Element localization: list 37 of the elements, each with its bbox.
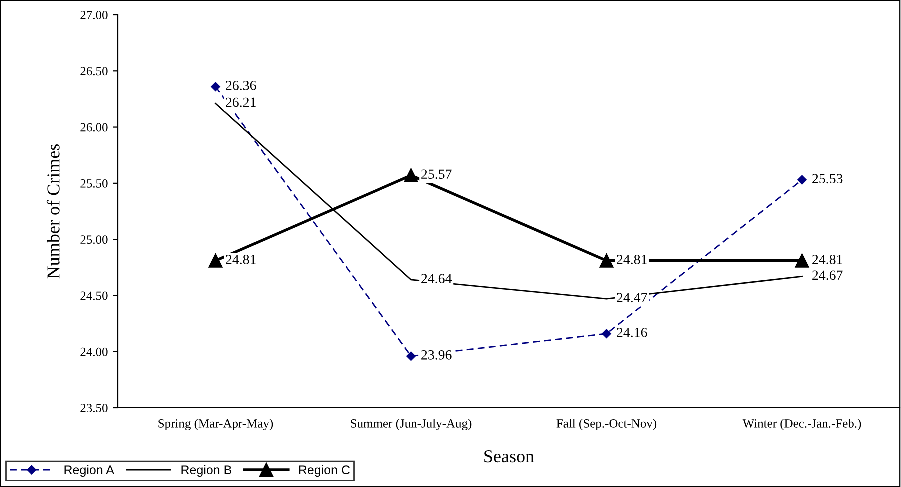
y-tick-label: 23.50: [80, 404, 108, 413]
data-label: 24.16: [617, 328, 648, 338]
data-label: 24.81: [617, 255, 647, 264]
data-label: 24.64: [422, 274, 452, 284]
x-tick-label: Fall (Sep.-Oct-Nov): [556, 419, 657, 430]
y-tick-label: 24.50: [80, 292, 108, 300]
y-tick-label: 26.50: [80, 67, 108, 76]
point: [404, 168, 418, 183]
y-axis-title: Number of Crimes: [46, 144, 60, 279]
data-label: 24.81: [812, 255, 842, 264]
point: [602, 329, 612, 339]
point: [600, 254, 614, 268]
y-tick-label: 24.00: [80, 348, 108, 356]
x-tick-label: Spring (Mar-Apr-May): [158, 419, 274, 430]
legend-label: Region C: [299, 465, 350, 477]
point: [406, 352, 416, 361]
point: [795, 254, 810, 268]
data-label: 24.47: [617, 293, 648, 303]
y-tick-label: 27.00: [80, 11, 108, 20]
y-tick-label: 25.00: [80, 236, 108, 244]
x-axis-title: Season: [484, 450, 534, 463]
data-label: 24.67: [812, 270, 843, 280]
data-label: 23.96: [422, 350, 452, 360]
point: [208, 254, 223, 268]
x-tick-label: Winter (Dec.-Jan.-Feb.): [742, 419, 862, 430]
data-label: 25.57: [422, 170, 452, 180]
point: [798, 175, 807, 185]
data-label: 24.81: [226, 255, 256, 264]
legend-label: Region A: [64, 465, 114, 477]
data-label: 26.36: [226, 81, 256, 90]
legend-label: Region B: [182, 465, 232, 477]
x-tick-label: Summer (Jun-July-Aug): [351, 419, 472, 430]
point: [211, 82, 220, 92]
y-tick-label: 25.50: [80, 179, 108, 188]
y-tick-label: 26.00: [80, 123, 108, 132]
data-label: 25.53: [812, 174, 843, 184]
data-label: 26.21: [226, 98, 256, 108]
